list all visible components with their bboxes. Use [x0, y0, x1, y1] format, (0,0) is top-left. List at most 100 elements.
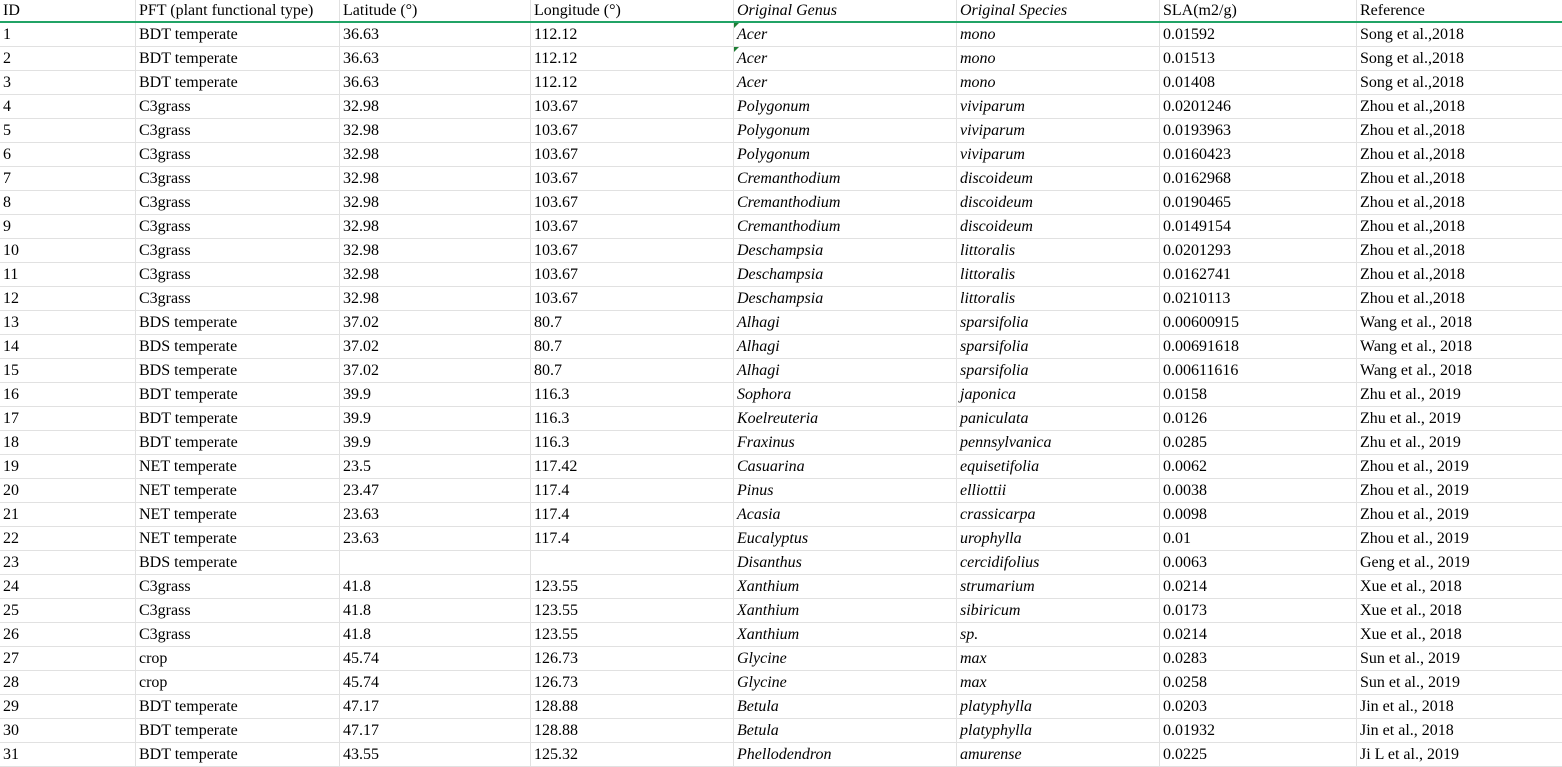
cell-genus[interactable]: Polygonum — [734, 119, 957, 142]
cell-sla[interactable]: 0.0173 — [1160, 599, 1357, 622]
cell-longitude[interactable]: 103.67 — [531, 167, 734, 190]
cell-reference[interactable]: Zhou et al., 2019 — [1357, 503, 1562, 526]
cell-pft[interactable]: NET temperate — [136, 503, 340, 526]
cell-genus[interactable]: Koelreuteria — [734, 407, 957, 430]
cell-pft[interactable]: BDT temperate — [136, 431, 340, 454]
cell-id[interactable]: 11 — [0, 263, 136, 286]
cell-genus[interactable]: Cremanthodium — [734, 167, 957, 190]
cell-longitude[interactable]: 117.42 — [531, 455, 734, 478]
cell-longitude[interactable] — [531, 551, 734, 574]
cell-genus[interactable]: Betula — [734, 719, 957, 742]
cell-species[interactable]: amurense — [957, 743, 1160, 766]
cell-pft[interactable]: C3grass — [136, 623, 340, 646]
cell-latitude[interactable]: 36.63 — [340, 23, 531, 46]
cell-sla[interactable]: 0.01408 — [1160, 71, 1357, 94]
cell-id[interactable]: 15 — [0, 359, 136, 382]
cell-longitude[interactable]: 103.67 — [531, 95, 734, 118]
cell-latitude[interactable]: 32.98 — [340, 239, 531, 262]
cell-longitude[interactable]: 116.3 — [531, 407, 734, 430]
cell-id[interactable]: 26 — [0, 623, 136, 646]
cell-latitude[interactable]: 36.63 — [340, 47, 531, 70]
cell-sla[interactable]: 0.0162968 — [1160, 167, 1357, 190]
cell-latitude[interactable]: 39.9 — [340, 431, 531, 454]
cell-genus[interactable]: Deschampsia — [734, 287, 957, 310]
cell-genus[interactable]: Phellodendron — [734, 743, 957, 766]
cell-reference[interactable]: Zhou et al.,2018 — [1357, 167, 1562, 190]
column-header-species[interactable]: Original Species — [957, 0, 1160, 21]
cell-reference[interactable]: Song et al.,2018 — [1357, 47, 1562, 70]
cell-id[interactable]: 3 — [0, 71, 136, 94]
cell-species[interactable]: littoralis — [957, 263, 1160, 286]
cell-sla[interactable]: 0.00611616 — [1160, 359, 1357, 382]
cell-id[interactable]: 12 — [0, 287, 136, 310]
cell-species[interactable]: discoideum — [957, 215, 1160, 238]
cell-pft[interactable]: NET temperate — [136, 527, 340, 550]
cell-latitude[interactable]: 32.98 — [340, 95, 531, 118]
cell-reference[interactable]: Zhou et al.,2018 — [1357, 143, 1562, 166]
cell-id[interactable]: 4 — [0, 95, 136, 118]
cell-species[interactable]: discoideum — [957, 191, 1160, 214]
cell-reference[interactable]: Jin et al., 2018 — [1357, 695, 1562, 718]
cell-latitude[interactable]: 41.8 — [340, 599, 531, 622]
cell-pft[interactable]: BDT temperate — [136, 743, 340, 766]
cell-genus[interactable]: Sophora — [734, 383, 957, 406]
cell-species[interactable]: max — [957, 647, 1160, 670]
cell-sla[interactable]: 0.0158 — [1160, 383, 1357, 406]
cell-genus[interactable]: Eucalyptus — [734, 527, 957, 550]
cell-species[interactable]: mono — [957, 47, 1160, 70]
column-header-latitude[interactable]: Latitude (°) — [340, 0, 531, 21]
cell-reference[interactable]: Xue et al., 2018 — [1357, 623, 1562, 646]
cell-genus[interactable]: Fraxinus — [734, 431, 957, 454]
cell-pft[interactable]: NET temperate — [136, 479, 340, 502]
cell-latitude[interactable]: 47.17 — [340, 695, 531, 718]
cell-genus[interactable]: Xanthium — [734, 599, 957, 622]
cell-latitude[interactable]: 37.02 — [340, 311, 531, 334]
cell-sla[interactable]: 0.0214 — [1160, 623, 1357, 646]
cell-genus[interactable]: Acer — [734, 71, 957, 94]
cell-sla[interactable]: 0.0063 — [1160, 551, 1357, 574]
cell-id[interactable]: 31 — [0, 743, 136, 766]
cell-genus[interactable]: Casuarina — [734, 455, 957, 478]
cell-longitude[interactable]: 103.67 — [531, 263, 734, 286]
cell-latitude[interactable]: 41.8 — [340, 623, 531, 646]
column-header-reference[interactable]: Reference — [1360, 2, 1425, 19]
cell-latitude[interactable]: 32.98 — [340, 263, 531, 286]
cell-pft[interactable]: NET temperate — [136, 455, 340, 478]
cell-sla[interactable]: 0.0258 — [1160, 671, 1357, 694]
cell-latitude[interactable]: 39.9 — [340, 383, 531, 406]
cell-pft[interactable]: C3grass — [136, 191, 340, 214]
cell-species[interactable]: urophylla — [957, 527, 1160, 550]
cell-longitude[interactable]: 80.7 — [531, 335, 734, 358]
cell-reference[interactable]: Zhou et al.,2018 — [1357, 239, 1562, 262]
cell-sla[interactable]: 0.01592 — [1160, 23, 1357, 46]
cell-species[interactable]: paniculata — [957, 407, 1160, 430]
cell-species[interactable]: max — [957, 671, 1160, 694]
cell-genus[interactable]: Glycine — [734, 671, 957, 694]
cell-id[interactable]: 18 — [0, 431, 136, 454]
cell-longitude[interactable]: 103.67 — [531, 287, 734, 310]
cell-id[interactable]: 29 — [0, 695, 136, 718]
cell-longitude[interactable]: 112.12 — [531, 71, 734, 94]
cell-id[interactable]: 2 — [0, 47, 136, 70]
cell-genus[interactable]: Pinus — [734, 479, 957, 502]
cell-latitude[interactable]: 45.74 — [340, 647, 531, 670]
cell-species[interactable]: equisetifolia — [957, 455, 1160, 478]
cell-reference[interactable]: Wang et al., 2018 — [1357, 359, 1562, 382]
cell-sla[interactable]: 0.01932 — [1160, 719, 1357, 742]
cell-reference[interactable]: Ji L et al., 2019 — [1357, 743, 1562, 766]
cell-genus[interactable]: Acer — [734, 47, 957, 70]
cell-longitude[interactable]: 112.12 — [531, 47, 734, 70]
cell-species[interactable]: elliottii — [957, 479, 1160, 502]
cell-longitude[interactable]: 103.67 — [531, 191, 734, 214]
cell-species[interactable]: sparsifolia — [957, 311, 1160, 334]
cell-reference[interactable]: Zhou et al., 2019 — [1357, 527, 1562, 550]
cell-species[interactable]: japonica — [957, 383, 1160, 406]
cell-genus[interactable]: Acasia — [734, 503, 957, 526]
cell-sla[interactable]: 0.0062 — [1160, 455, 1357, 478]
cell-pft[interactable]: BDT temperate — [136, 47, 340, 70]
cell-id[interactable]: 22 — [0, 527, 136, 550]
cell-pft[interactable]: C3grass — [136, 263, 340, 286]
cell-longitude[interactable]: 103.67 — [531, 215, 734, 238]
cell-species[interactable]: sibiricum — [957, 599, 1160, 622]
cell-species[interactable]: discoideum — [957, 167, 1160, 190]
